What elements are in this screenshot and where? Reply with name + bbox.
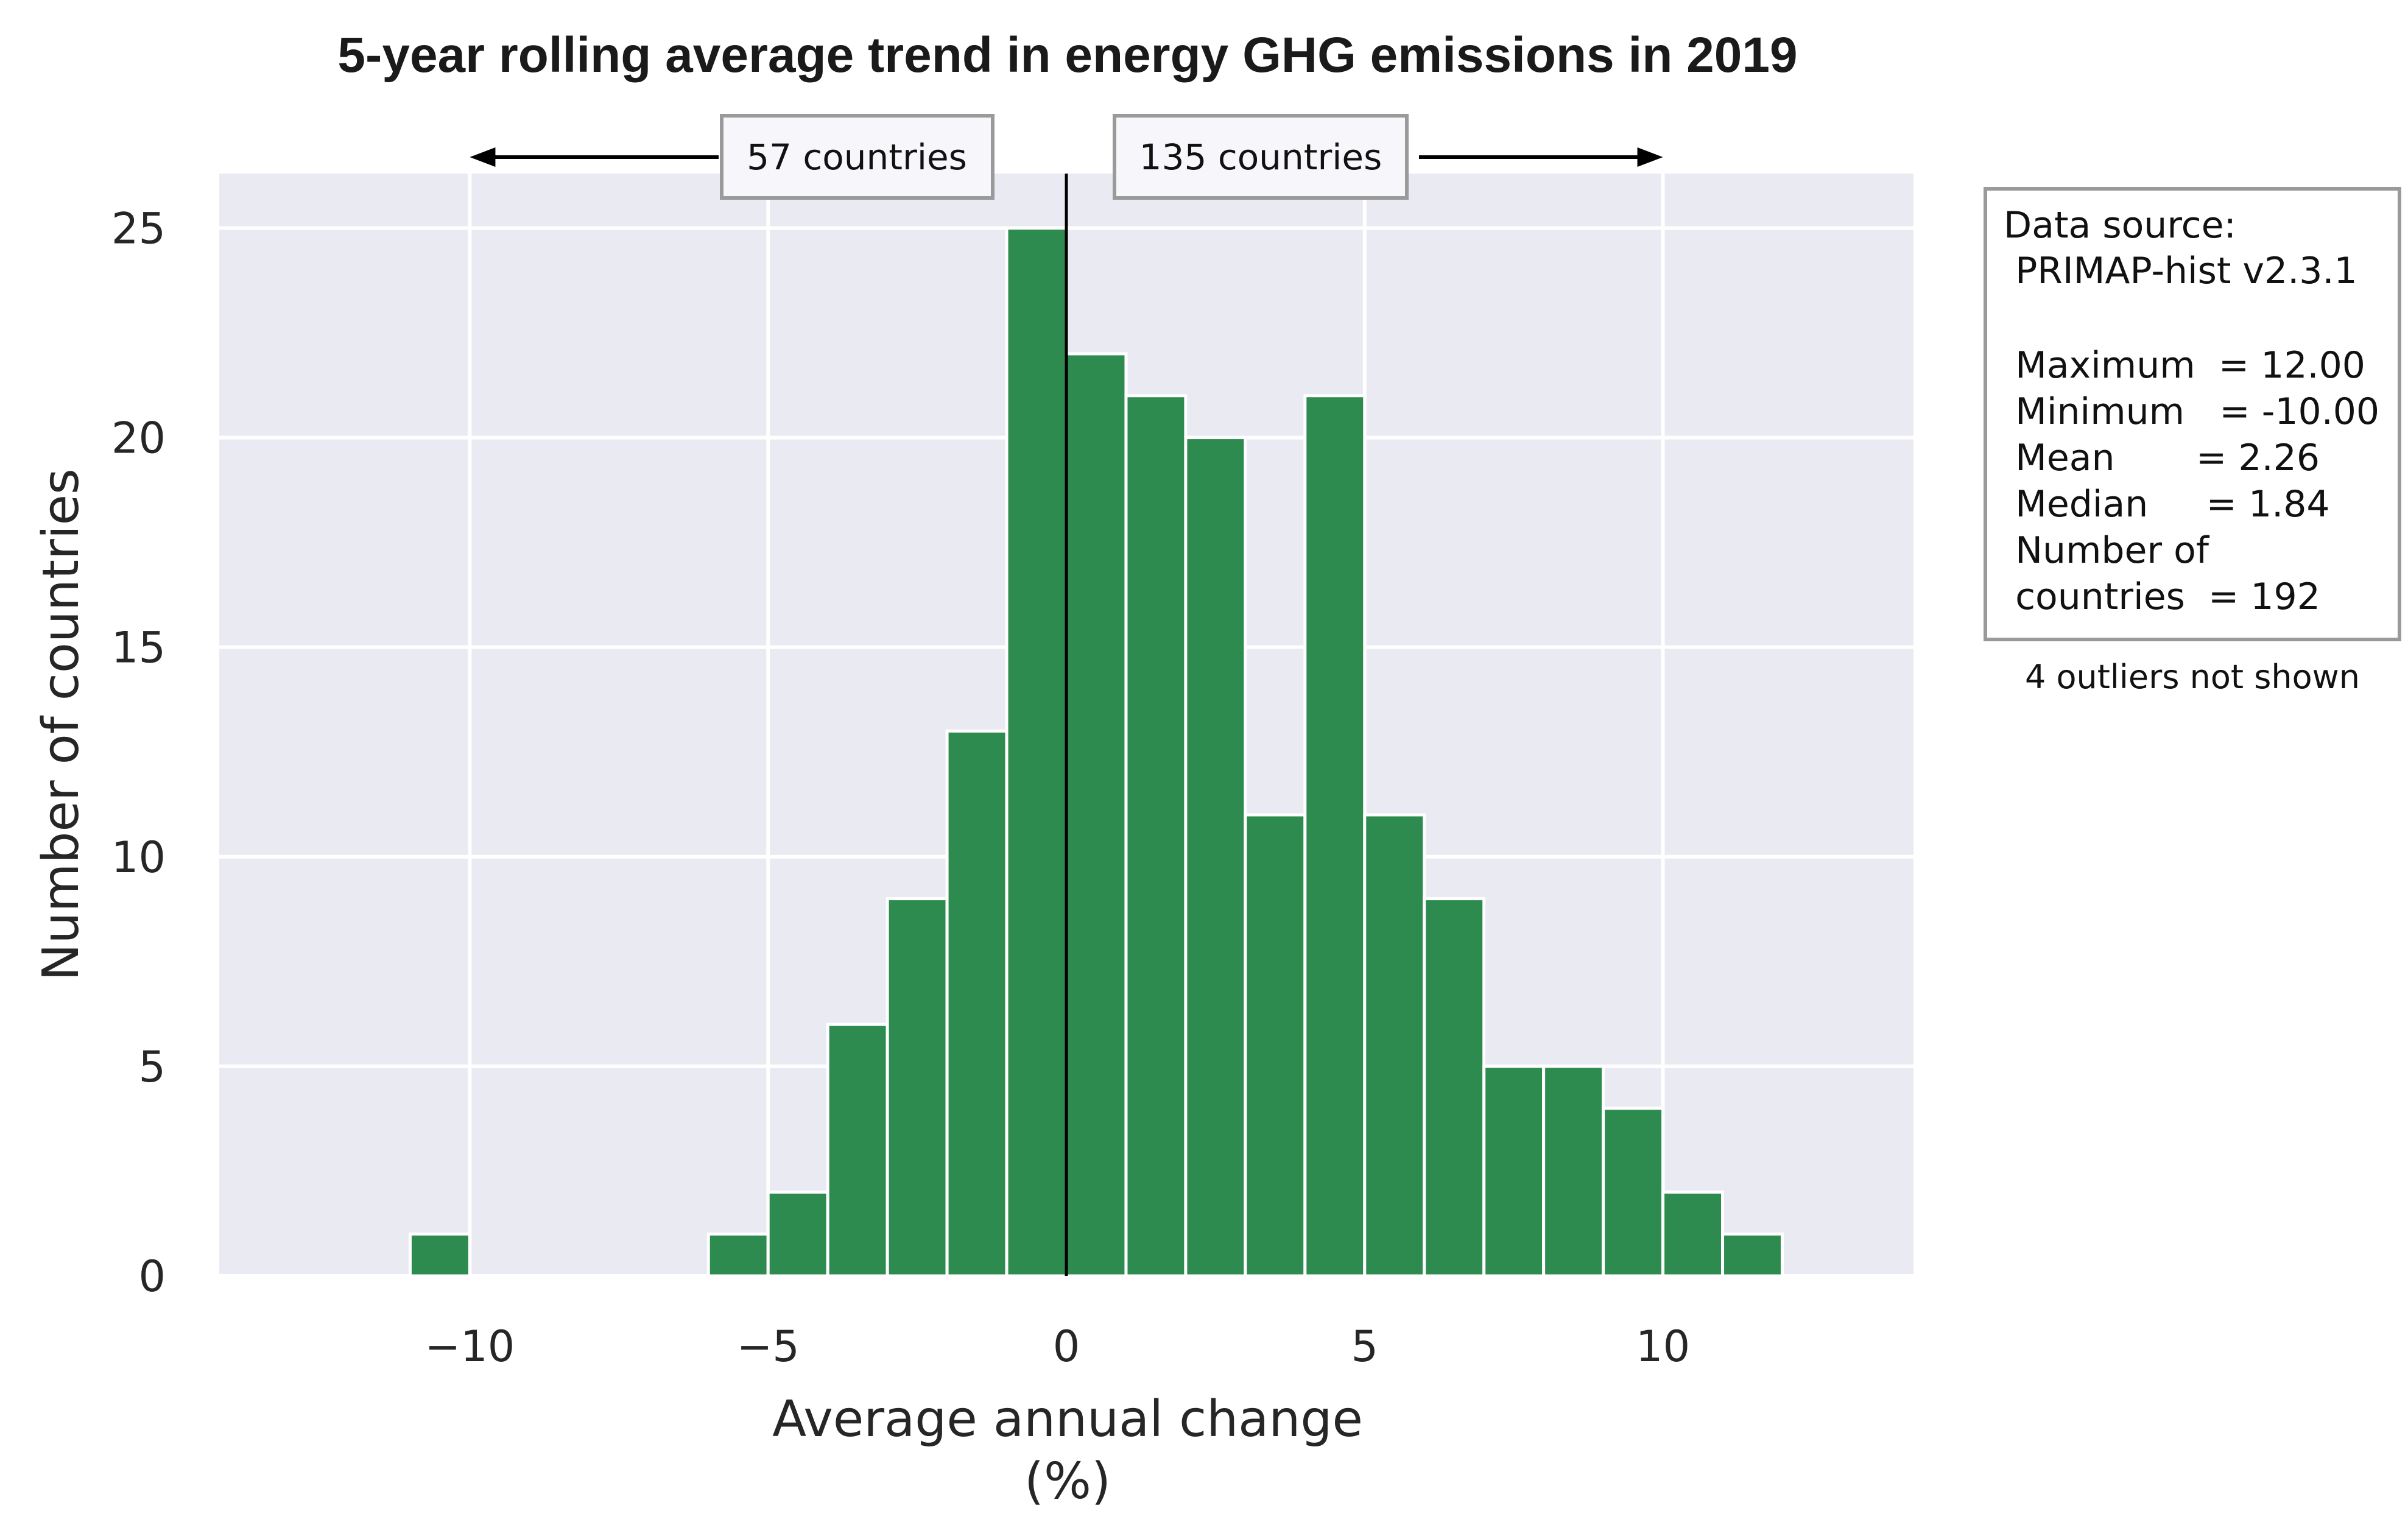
y-axis-label: Number of countries [32,468,90,981]
y-tick-label: 10 [111,833,166,882]
histogram-bar [766,1190,829,1278]
histogram-bars [408,226,1784,1278]
histogram-bar [1303,394,1367,1278]
stats-line-6: Mean = 2.26 [2004,437,2320,479]
histogram-bar [945,729,1009,1278]
x-tick-label: 0 [1053,1322,1080,1372]
outliers-note: 4 outliers not shown [2025,658,2360,696]
x-axis-ticks: −10 −5 0 5 10 [425,1322,1691,1372]
histogram-bar [1244,813,1307,1278]
x-axis-label-line1: Average annual change [772,1390,1363,1448]
y-tick-label: 25 [111,203,166,253]
left-arrowhead [470,147,496,167]
stats-line-7: Median = 1.84 [2004,483,2330,526]
histogram-bar [1363,813,1426,1278]
histogram-bar [1721,1232,1784,1278]
y-tick-label: 15 [111,623,166,673]
histogram-bar [1124,394,1188,1278]
stats-line-9: countries = 192 [2004,576,2320,618]
chart-title: 5-year rolling average trend in energy G… [337,27,1797,83]
histogram-bar [885,897,949,1278]
right-count-box [1113,114,1409,200]
left-count-label: 57 countries [747,136,967,178]
stats-box [1984,187,2401,641]
stats-line-5: Minimum = -10.00 [2004,390,2379,433]
stats-line-2: PRIMAP-hist v2.3.1 [2004,250,2357,292]
x-tick-label: −5 [737,1322,800,1372]
left-count-annotation: 57 countries [470,114,995,200]
right-arrowhead [1637,147,1663,167]
stats-line-1: Data source: [2004,204,2236,247]
histogram-bar [1184,436,1247,1278]
x-axis-label-line2: (%) [1024,1453,1111,1510]
y-tick-label: 0 [138,1252,166,1301]
histogram-bar [1423,897,1486,1278]
x-tick-label: 10 [1636,1322,1690,1372]
histogram-bar [1542,1065,1605,1278]
histogram-bar [1482,1065,1546,1278]
x-tick-label: 5 [1351,1322,1379,1372]
histogram-bar [1602,1107,1665,1278]
left-count-box [720,114,995,200]
y-tick-label: 20 [111,414,166,463]
stats-line-4: Maximum = 12.00 [2004,344,2365,387]
right-count-annotation: 135 countries [1113,114,1663,200]
y-axis-ticks: 0 5 10 15 20 25 [111,203,166,1301]
x-tick-label: −10 [425,1322,515,1372]
histogram-bar [826,1023,889,1278]
right-count-label: 135 countries [1139,136,1382,178]
histogram-bar [408,1232,471,1278]
stats-line-8: Number of [2004,529,2210,572]
histogram-bar [706,1232,770,1278]
y-tick-label: 5 [138,1042,166,1092]
histogram-bar [1005,226,1068,1278]
histogram-bar [1065,352,1128,1278]
histogram-bar [1661,1190,1725,1278]
